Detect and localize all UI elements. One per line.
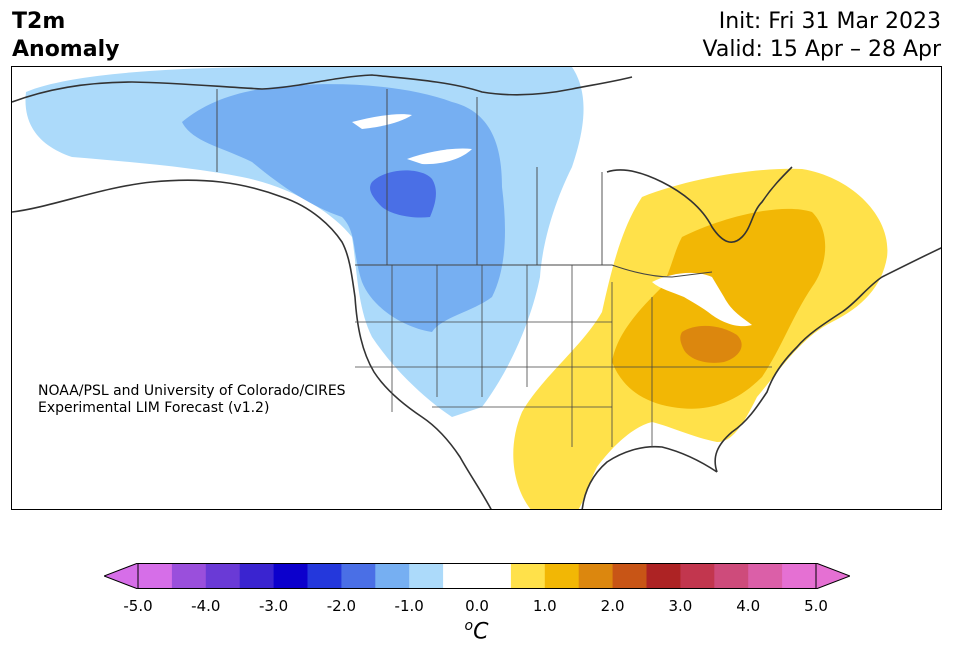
colorbar-segment — [782, 563, 817, 589]
gulf-coastline — [581, 445, 718, 509]
us-canada-border — [355, 264, 713, 278]
colorbar-segment — [510, 563, 546, 589]
anomaly-map — [11, 66, 942, 510]
valid-range: Valid: 15 Apr – 28 Apr — [702, 37, 942, 62]
colorbar-tick-label: 3.0 — [668, 597, 693, 615]
colorbar-unit: oC — [0, 618, 953, 644]
hudson-bay-coastline — [606, 166, 793, 243]
colorbar-tick-label: 1.0 — [532, 597, 557, 615]
colorbar-segment — [680, 563, 715, 589]
colorbar-tick-label: -1.0 — [394, 597, 424, 615]
colorbar-segment — [544, 563, 580, 589]
colorbar-tick-label: -4.0 — [191, 597, 221, 615]
colorbar-segment — [273, 563, 308, 589]
map-canvas — [12, 67, 941, 509]
unit-symbol: C — [473, 619, 489, 645]
colorbar-segment — [714, 563, 749, 589]
colorbar-segment — [443, 563, 478, 589]
product-label: Anomaly — [12, 37, 120, 62]
colorbar-extend-high — [815, 563, 850, 589]
colorbar-segment — [171, 563, 207, 589]
colorbar-tick-label: -3.0 — [258, 597, 289, 615]
init-date: Init: Fri 31 Mar 2023 — [718, 9, 941, 34]
colorbar-segment — [578, 563, 614, 589]
cold-anomaly-mid — [182, 84, 505, 332]
colorbar-ticks: -5.0 -4.0 -3.0 -2.0 -1.0 0.0 1.0 2.0 3.0 4.0 5.0 — [0, 597, 953, 617]
colorbar-tick-label: 2.0 — [600, 597, 625, 615]
great-bear-lake — [407, 148, 472, 165]
colorbar-segment — [477, 563, 512, 589]
colorbar-segment — [646, 563, 681, 589]
colorbar-segment — [409, 563, 444, 589]
colorbar-segment — [239, 563, 275, 589]
colorbar-extend-low — [104, 563, 139, 589]
cold-anomaly-dark — [370, 170, 436, 218]
great-lakes — [652, 272, 752, 327]
variable-label: T2m — [12, 9, 66, 34]
title-right: Init: Fri 31 Mar 2023 Valid: 15 Apr – 28… — [703, 8, 942, 64]
great-slave-lake — [352, 114, 412, 129]
warm-anomaly-dark — [680, 325, 742, 363]
state-borders — [355, 265, 772, 447]
colorbar-segment — [612, 563, 647, 589]
credit-line-2: Experimental LIM Forecast (v1.2) — [38, 400, 270, 416]
colorbar-segment — [138, 563, 173, 589]
colorbar-outline — [137, 563, 817, 589]
colorbar-segment — [205, 563, 241, 589]
colorbar-tick-label: -5.0 — [123, 597, 153, 615]
colorbar-segment — [375, 563, 410, 589]
pacific-coastline — [12, 179, 492, 509]
title-left: T2m Anomaly — [12, 8, 119, 64]
colorbar — [104, 563, 850, 589]
atlantic-coastline — [714, 247, 941, 473]
arctic-coastline — [12, 74, 633, 103]
colorbar-segment — [341, 563, 376, 589]
colorbar-tick-label: -2.0 — [326, 597, 357, 615]
unit-degree: o — [464, 618, 474, 634]
credit-line-1: NOAA/PSL and University of Colorado/CIRE… — [38, 383, 346, 399]
provincial-borders — [216, 89, 603, 265]
credit-text: NOAA/PSL and University of Colorado/CIRE… — [38, 383, 346, 417]
colorbar-segment — [748, 563, 783, 589]
colorbar-segment — [307, 563, 342, 589]
colorbar-tick-label: 5.0 — [804, 597, 828, 615]
colorbar-tick-label: 0.0 — [465, 597, 489, 615]
colorbar-tick-label: 4.0 — [736, 597, 761, 615]
